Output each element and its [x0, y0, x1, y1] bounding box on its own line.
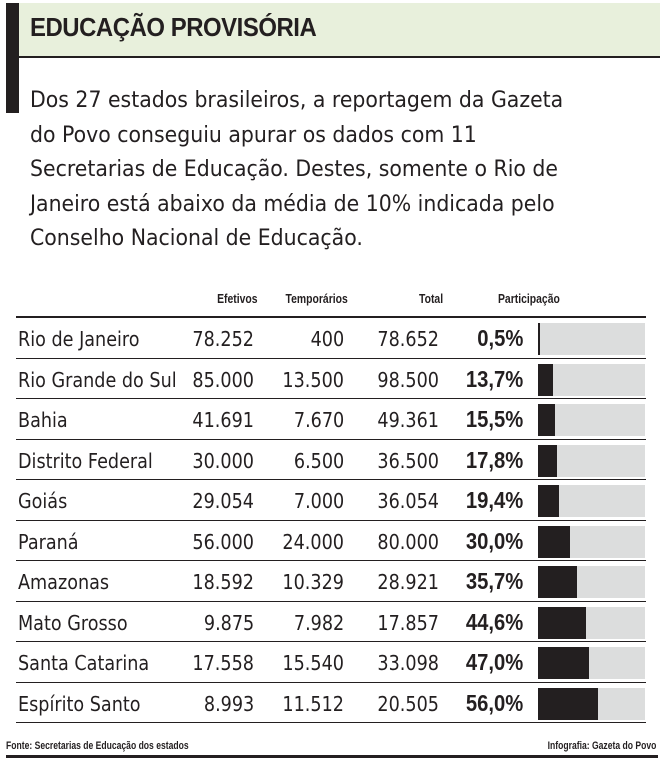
state-name: Goiás: [18, 489, 68, 513]
temporarios-value: 15.540: [282, 651, 344, 675]
participacao-value: 17,8%: [465, 446, 523, 473]
table-row: Paraná 56.000 24.000 80.000 30,0%: [16, 521, 646, 561]
efetivos-value: 78.252: [192, 327, 254, 351]
total-value: 78.652: [377, 327, 439, 351]
participation-bar-track: [538, 566, 645, 598]
efetivos-value: 8.993: [203, 691, 254, 716]
table-row: Mato Grosso 9.875 7.982 17.857 44,6%: [16, 602, 646, 642]
intro-text: Dos 27 estados brasileiros, a reportagem…: [30, 84, 611, 257]
participation-bar: [538, 647, 589, 679]
temporarios-value: 24.000: [282, 529, 344, 554]
intro-line: do Povo conseguiu apurar os dados com 11: [30, 122, 477, 148]
efetivos-value: 17.558: [192, 651, 254, 675]
participation-bar: [538, 606, 587, 639]
state-name: Amazonas: [18, 570, 110, 594]
intro-line: Secretarias de Educação. Destes, somente…: [30, 157, 559, 182]
col-total: Total: [418, 291, 443, 306]
data-table: Efetivos Temporários Total Participação …: [16, 288, 646, 723]
total-value: 17.857: [377, 610, 439, 635]
participacao-value: 35,7%: [465, 568, 523, 594]
participation-bar-track: [538, 485, 645, 517]
efetivos-value: 56.000: [192, 529, 254, 554]
efetivos-value: 30.000: [192, 448, 254, 473]
participacao-value: 15,5%: [465, 406, 523, 432]
efetivos-value: 41.691: [192, 408, 254, 432]
temporarios-value: 13.500: [282, 367, 344, 392]
temporarios-value: 7.000: [293, 489, 344, 513]
total-value: 98.500: [377, 367, 439, 392]
state-name: Santa Catarina: [18, 651, 150, 675]
participacao-value: 19,4%: [465, 487, 523, 513]
participacao-value: 47,0%: [465, 649, 523, 675]
intro-line: Dos 27 estados brasileiros, a reportagem…: [30, 88, 564, 113]
participation-bar: [538, 323, 540, 355]
participacao-value: 0,5%: [476, 325, 523, 351]
table-row: Rio Grande do Sul 85.000 13.500 98.500 13,7%: [16, 359, 646, 399]
temporarios-value: 6.500: [293, 448, 344, 473]
table-row: Goiás 29.054 7.000 36.054 19,4%: [16, 480, 646, 521]
participacao-value: 30,0%: [465, 527, 523, 554]
efetivos-value: 85.000: [192, 367, 254, 392]
accent-bar: [6, 3, 19, 113]
temporarios-value: 7.982: [293, 610, 344, 635]
table-row: Distrito Federal 30.000 6.500 36.500 17,8%: [16, 440, 646, 480]
total-value: 49.361: [377, 408, 439, 432]
efetivos-value: 9.875: [203, 610, 254, 635]
efetivos-value: 29.054: [192, 489, 254, 513]
page-title: EDUCAÇÃO PROVISÓRIA: [30, 12, 317, 42]
table-header: Efetivos Temporários Total Participação: [16, 288, 646, 318]
total-value: 80.000: [377, 529, 439, 554]
participation-bar: [538, 363, 553, 396]
total-value: 36.500: [377, 448, 439, 473]
temporarios-value: 7.670: [293, 408, 344, 432]
participation-bar-track: [538, 525, 645, 558]
col-efetivos: Efetivos: [217, 291, 258, 306]
table-row: Rio de Janeiro 78.252 400 78.652 0,5%: [16, 318, 646, 359]
state-name: Distrito Federal: [18, 448, 153, 473]
total-value: 33.098: [377, 651, 439, 675]
participation-bar-track: [538, 363, 645, 396]
temporarios-value: 400: [310, 327, 344, 351]
total-value: 20.505: [377, 691, 439, 716]
col-temporarios: Temporários: [285, 291, 348, 306]
participation-bar: [538, 566, 577, 598]
participation-bar-track: [538, 606, 645, 639]
table-row: Espírito Santo 8.993 11.512 20.505 56,0%: [16, 683, 646, 723]
participacao-value: 56,0%: [465, 689, 523, 716]
state-name: Rio Grande do Sul: [18, 367, 177, 392]
state-name: Paraná: [18, 529, 79, 554]
participation-bar: [538, 525, 571, 558]
participacao-value: 44,6%: [465, 608, 523, 635]
intro-line: Conselho Nacional de Educação.: [30, 226, 363, 251]
participation-bar-track: [538, 444, 645, 477]
source-note: Fonte: Secretarias de Educação dos estad…: [6, 740, 189, 752]
footer-rule: [6, 755, 658, 758]
participation-bar: [538, 485, 559, 517]
participation-bar: [538, 444, 558, 477]
participacao-value: 13,7%: [465, 365, 523, 392]
temporarios-value: 11.512: [282, 691, 344, 716]
state-name: Rio de Janeiro: [18, 327, 140, 351]
intro-line: Janeiro está abaixo da média de 10% indi…: [30, 191, 555, 217]
total-value: 28.921: [377, 570, 439, 594]
participation-bar: [538, 687, 599, 720]
table-row: Santa Catarina 17.558 15.540 33.098 47,0%: [16, 642, 646, 683]
efetivos-value: 18.592: [192, 570, 254, 594]
participation-bar: [538, 404, 555, 436]
participation-bar-track: [538, 687, 645, 720]
credit-note: Infografia: Gazeta do Povo: [547, 740, 656, 752]
table-row: Bahia 41.691 7.670 49.361 15,5%: [16, 399, 646, 440]
state-name: Bahia: [18, 408, 68, 432]
participation-bar-track: [538, 647, 645, 679]
total-value: 36.054: [377, 489, 439, 513]
state-name: Espírito Santo: [18, 691, 141, 716]
table-row: Amazonas 18.592 10.329 28.921 35,7%: [16, 561, 646, 602]
participation-bar-track: [538, 404, 645, 436]
temporarios-value: 10.329: [282, 570, 344, 594]
participation-bar-track: [538, 323, 645, 355]
state-name: Mato Grosso: [18, 610, 128, 635]
title-banner: [8, 3, 660, 58]
col-participacao: Participação: [498, 291, 560, 306]
